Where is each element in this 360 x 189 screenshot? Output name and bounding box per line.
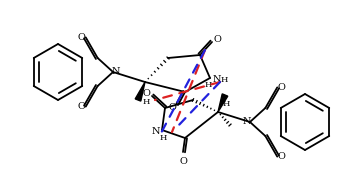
Text: H: H <box>204 81 212 89</box>
Text: N: N <box>243 118 251 126</box>
Text: H: H <box>221 76 228 84</box>
Text: N: N <box>213 75 221 84</box>
Text: H: H <box>143 98 150 106</box>
Polygon shape <box>135 82 145 101</box>
Text: O: O <box>142 90 150 98</box>
Text: N: N <box>112 67 120 77</box>
Text: O: O <box>168 102 176 112</box>
Text: H: H <box>160 134 167 142</box>
Text: H: H <box>223 100 230 108</box>
Text: O: O <box>78 33 86 42</box>
Text: N: N <box>152 128 161 136</box>
Text: O: O <box>277 152 285 161</box>
Text: O: O <box>214 36 222 44</box>
Polygon shape <box>218 94 228 112</box>
Text: O: O <box>179 157 187 166</box>
Text: O: O <box>78 102 86 111</box>
Text: O: O <box>277 83 285 92</box>
